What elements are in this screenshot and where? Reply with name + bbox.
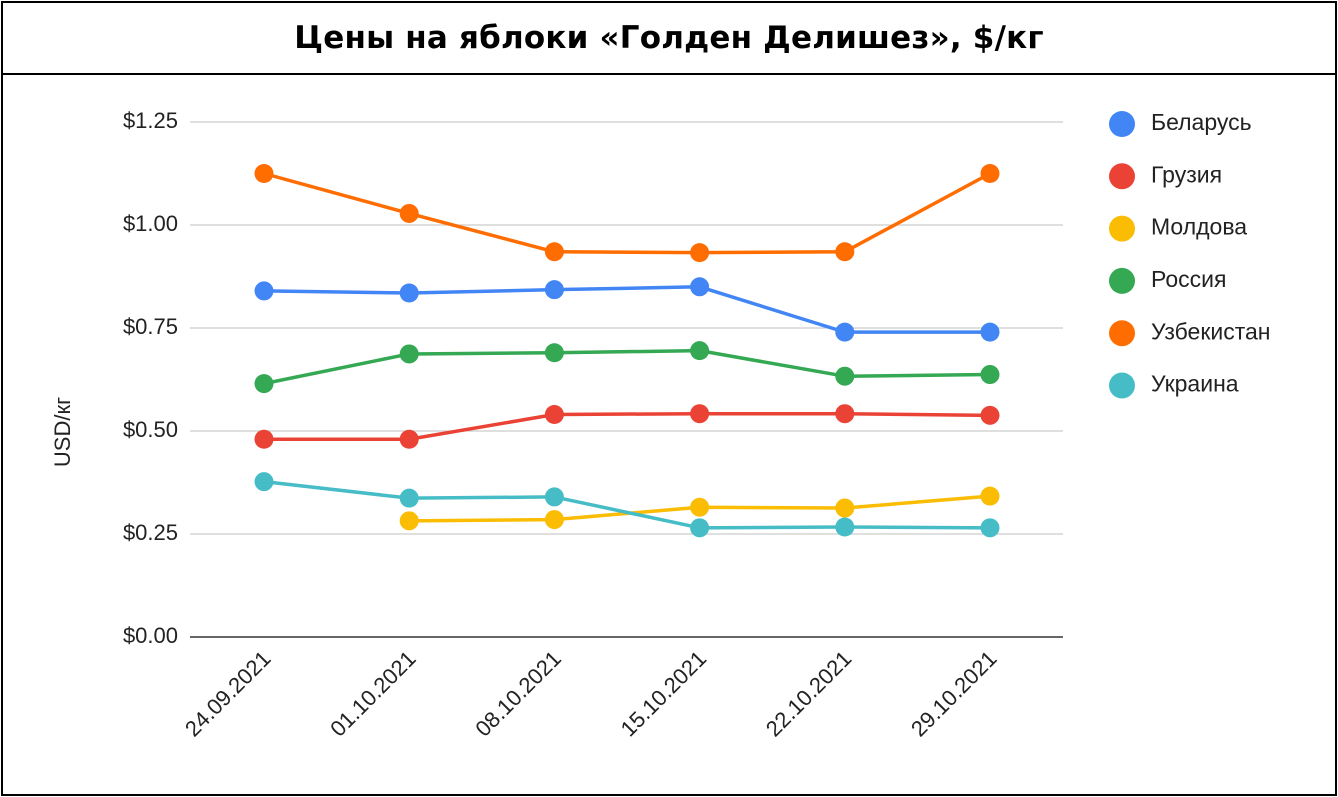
data-point xyxy=(835,242,855,262)
legend-marker xyxy=(1109,111,1135,137)
y-tick-label: $0.50 xyxy=(123,417,178,442)
legend-marker xyxy=(1109,320,1135,347)
data-point xyxy=(254,374,274,394)
data-point xyxy=(399,344,419,364)
legend-marker xyxy=(1109,163,1135,190)
data-point xyxy=(835,498,855,518)
legend-label: Узбекистан xyxy=(1151,318,1271,344)
x-tick-label: 24.09.2021 xyxy=(180,646,276,742)
legend-item: Беларусь xyxy=(1109,109,1252,137)
legend-label: Беларусь xyxy=(1151,109,1252,135)
y-axis-ticks: $0.00 $0.25 $0.50 $0.75 $1.00 $1.25 xyxy=(123,108,178,648)
data-point xyxy=(254,472,274,492)
y-tick-label: $1.00 xyxy=(123,211,178,236)
data-point xyxy=(690,277,710,297)
y-tick-label: $0.75 xyxy=(123,314,178,339)
data-point xyxy=(980,486,1000,506)
legend-label: Грузия xyxy=(1151,161,1222,187)
series-line xyxy=(262,285,992,334)
legend-label: Молдова xyxy=(1151,214,1247,240)
series-line xyxy=(262,171,992,255)
y-axis-label: USD/кг xyxy=(50,397,75,467)
data-point xyxy=(690,404,710,424)
legend-item: Россия xyxy=(1109,266,1226,294)
data-point xyxy=(399,203,419,223)
series-Молдова xyxy=(399,486,1000,531)
legend-label: Россия xyxy=(1151,266,1226,292)
legend-marker xyxy=(1109,267,1135,294)
legend-item: Украина xyxy=(1109,371,1239,399)
data-point xyxy=(980,365,1000,385)
legend: Беларусь Грузия Молдова Россия Узбекистан Укр… xyxy=(1109,109,1271,399)
series-Россия xyxy=(254,341,1000,394)
data-point xyxy=(399,429,419,449)
data-point xyxy=(835,322,855,342)
series-Узбекистан xyxy=(254,164,1000,263)
series-line xyxy=(262,348,992,386)
data-point xyxy=(980,405,1000,425)
data-point xyxy=(544,343,564,363)
data-point xyxy=(835,366,855,386)
legend-item: Молдова xyxy=(1109,214,1247,242)
data-point xyxy=(980,164,1000,183)
data-point xyxy=(835,404,855,424)
series-line xyxy=(262,411,992,441)
y-tick-label: $0.00 xyxy=(123,623,178,648)
data-point xyxy=(690,243,710,263)
data-point xyxy=(254,429,274,449)
legend-marker xyxy=(1109,372,1135,399)
y-tick-label: $1.25 xyxy=(123,108,178,133)
legend-item: Грузия xyxy=(1109,161,1222,190)
x-tick-label: 08.10.2021 xyxy=(470,646,566,742)
x-axis-ticks: 24.09.2021 01.10.2021 08.10.2021 15.10.2021… xyxy=(180,646,1002,742)
data-point xyxy=(980,322,1000,342)
data-point xyxy=(544,280,564,300)
series-group xyxy=(254,164,1000,538)
data-point xyxy=(980,518,1000,538)
data-point xyxy=(690,518,710,538)
legend-label: Украина xyxy=(1151,371,1239,397)
data-point xyxy=(544,510,564,530)
data-point xyxy=(690,341,710,361)
x-tick-label: 15.10.2021 xyxy=(616,646,712,742)
data-point xyxy=(544,242,564,262)
data-point xyxy=(544,405,564,425)
x-tick-label: 22.10.2021 xyxy=(761,646,857,742)
chart-title-bar: Цены на яблоки «Голден Делишез», $/кг xyxy=(3,3,1335,75)
x-tick-label: 29.10.2021 xyxy=(906,646,1002,742)
data-point xyxy=(690,497,710,517)
legend-item: Узбекистан xyxy=(1109,318,1271,347)
x-tick-label: 01.10.2021 xyxy=(325,646,421,742)
data-point xyxy=(835,517,855,537)
series-Грузия xyxy=(254,404,1000,449)
data-point xyxy=(399,511,419,531)
data-point xyxy=(254,281,274,301)
chart-title: Цены на яблоки «Голден Делишез», $/кг xyxy=(294,20,1044,56)
series-Беларусь xyxy=(254,277,1000,342)
series-line xyxy=(262,479,992,530)
y-tick-label: $0.25 xyxy=(123,520,178,545)
grid-lines xyxy=(190,121,1063,638)
data-point xyxy=(399,283,419,303)
data-point xyxy=(254,164,274,183)
data-point xyxy=(399,488,419,508)
legend-marker xyxy=(1109,215,1135,242)
series-Украина xyxy=(254,472,1000,538)
data-point xyxy=(544,487,564,507)
